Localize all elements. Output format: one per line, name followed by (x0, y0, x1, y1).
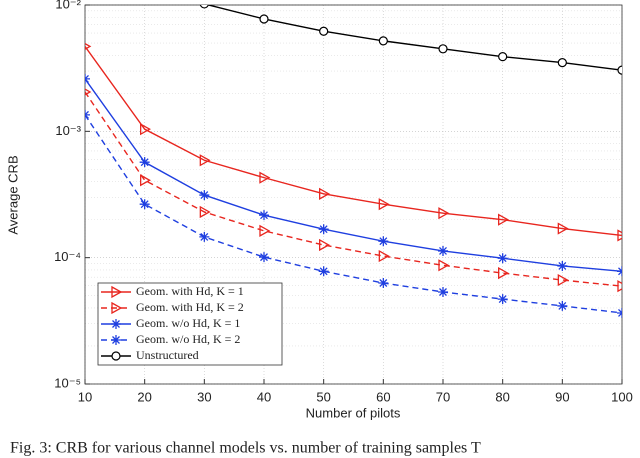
marker (438, 286, 448, 297)
marker (259, 224, 271, 237)
marker (111, 285, 123, 299)
marker (497, 294, 508, 305)
marker (259, 14, 269, 24)
marker (617, 266, 622, 277)
marker (259, 171, 271, 184)
marker (438, 259, 450, 272)
marker (378, 36, 388, 46)
marker (319, 187, 331, 200)
marker (498, 213, 510, 226)
marker (438, 207, 450, 220)
legend-label: Geom. with Hd, K = 2 (136, 300, 244, 314)
marker (378, 249, 390, 263)
caption: Fig. 3: CRB for various channel models v… (10, 440, 481, 457)
x-tick-label: 50 (316, 389, 330, 404)
marker (85, 88, 92, 96)
marker (557, 57, 567, 68)
marker (617, 229, 622, 242)
marker (319, 26, 329, 36)
legend-label: Geom. with Hd, K = 1 (136, 284, 244, 298)
y-tick-label: 10⁻⁵ (54, 375, 81, 390)
marker (111, 335, 121, 345)
legend-label: Geom. w/o Hd, K = 1 (136, 316, 240, 330)
x-tick-label: 100 (611, 389, 633, 404)
x-tick-label: 90 (555, 389, 569, 404)
y-tick-label: 10⁻⁴ (54, 249, 81, 264)
marker (557, 273, 569, 287)
marker (259, 210, 269, 221)
marker (199, 154, 211, 167)
marker (139, 157, 150, 168)
marker (498, 266, 510, 280)
marker (497, 253, 508, 264)
y-tick-label: 10⁻² (55, 0, 81, 11)
marker (111, 301, 123, 315)
legend-label: Geom. w/o Hd, K = 2 (136, 332, 240, 346)
marker (199, 231, 210, 242)
marker (378, 198, 390, 211)
marker (199, 5, 209, 9)
series-line (205, 5, 622, 71)
marker (498, 52, 508, 62)
series-line (85, 91, 622, 287)
x-axis-label: Number of pilots (306, 405, 401, 420)
marker (85, 73, 90, 84)
y-axis-label: Average CRB (5, 155, 20, 234)
marker (199, 190, 210, 201)
marker (378, 236, 389, 247)
legend-label: Unstructured (136, 348, 199, 362)
x-tick-label: 10 (78, 389, 92, 404)
marker (557, 260, 568, 271)
marker (438, 245, 448, 256)
marker (139, 199, 150, 210)
marker (140, 174, 152, 187)
marker (438, 44, 448, 54)
x-tick-label: 20 (137, 389, 151, 404)
x-tick-label: 30 (197, 389, 211, 404)
marker (557, 222, 569, 235)
marker (319, 238, 331, 252)
marker (617, 65, 622, 75)
series-line (85, 46, 622, 237)
x-tick-label: 60 (376, 389, 390, 404)
marker (85, 109, 90, 120)
marker (85, 42, 92, 50)
marker (617, 307, 622, 318)
marker (199, 205, 211, 219)
marker (617, 280, 622, 293)
marker (318, 224, 329, 235)
marker (378, 278, 389, 289)
series-line (85, 114, 622, 314)
x-tick-label: 40 (257, 389, 271, 404)
marker (259, 252, 269, 263)
x-tick-label: 80 (495, 389, 509, 404)
plot-content (85, 5, 622, 318)
y-tick-label: 10⁻³ (55, 123, 81, 138)
marker (111, 319, 121, 329)
marker (557, 300, 568, 311)
x-tick-label: 70 (436, 389, 450, 404)
series-line (85, 78, 622, 272)
marker (111, 351, 121, 361)
plot-frame (84, 4, 623, 385)
marker (140, 123, 152, 136)
marker (318, 266, 329, 277)
